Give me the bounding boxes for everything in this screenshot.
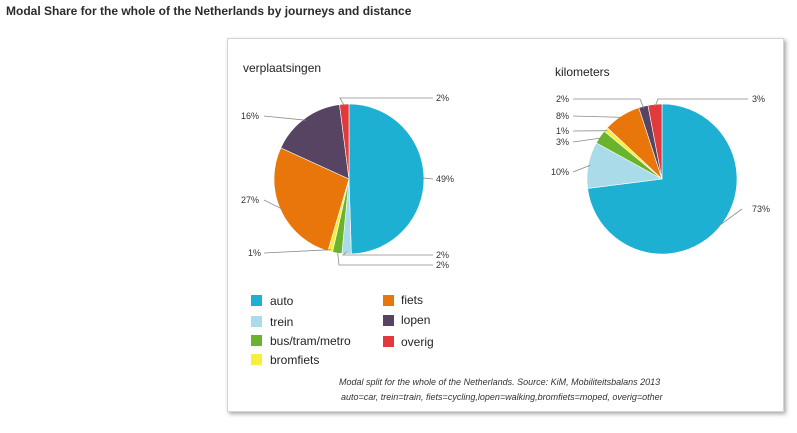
legend-label-fiets: fiets <box>401 293 423 307</box>
pie-kilometers-label-bromfiets: 1% <box>556 126 569 136</box>
pie-kilometers-leaders <box>572 98 748 228</box>
pie-journeys-leaders <box>263 97 434 266</box>
pie-kilometers-leader-overig <box>654 98 748 107</box>
legend-label-lopen: lopen <box>401 313 430 327</box>
pie-kilometers-leader-fiets <box>572 115 623 118</box>
pie-journeys-label-bromfiets: 1% <box>248 248 261 258</box>
pie-journeys-labels: 49%2%2%1%27%16%2% <box>241 93 454 270</box>
pie-kilometers-slice-overig <box>647 103 663 180</box>
pie-journeys-leader-auto <box>421 177 434 180</box>
pie-journeys-label-trein: 2% <box>436 250 449 260</box>
legend: auto trein bus/tram/metro bromfiets fiet… <box>251 293 434 367</box>
legend-swatch-bus-tram-metro <box>251 335 262 346</box>
pie-journeys-label-lopen: 16% <box>241 111 259 121</box>
pie-kilometers-leader-auto <box>716 208 743 228</box>
pie-journeys-label-auto: 49% <box>436 174 454 184</box>
legend-swatch-fiets <box>383 295 394 306</box>
pie-kilometers-label-auto: 73% <box>752 204 770 214</box>
pie-journeys-slice-auto <box>348 103 425 255</box>
pie-kilometers-label-lopen: 2% <box>556 94 569 104</box>
pie-journeys-slice-fiets <box>273 147 350 252</box>
pie-journeys-leader-trein <box>341 251 433 256</box>
pie-journeys-leader-bus-tram-metro <box>337 251 433 266</box>
caption-glossary: auto=car, trein=train, fiets=cycling,lop… <box>341 392 664 402</box>
pie-kilometers-leader-bus-tram-metro <box>572 137 602 143</box>
legend-swatch-overig <box>383 336 394 347</box>
pie-journeys-slices <box>273 103 425 255</box>
pie-journeys-label-fiets: 27% <box>241 195 259 205</box>
legend-label-bromfiets: bromfiets <box>270 353 319 367</box>
pie-journeys-label-overig: 2% <box>436 93 449 103</box>
legend-label-auto: auto <box>270 294 294 308</box>
pie-journeys-leader-lopen <box>263 115 306 121</box>
pie-kilometers-leader-trein <box>572 164 591 173</box>
legend-swatch-auto <box>251 295 262 306</box>
pie-journeys-leader-fiets <box>263 199 283 210</box>
pie-journeys-leader-overig <box>339 97 433 107</box>
pie-kilometers-leader-lopen <box>573 98 645 109</box>
pie-journeys-slice-overig <box>339 103 350 180</box>
pie-kilometers-slices <box>586 103 738 255</box>
pie-kilometers-labels: 73%10%3%1%8%2% 3% <box>551 94 770 214</box>
pie-kilometers-label-bus-tram-metro: 3% <box>556 137 569 147</box>
legend-swatch-bromfiets <box>251 354 262 365</box>
modal-share-figure: verplaatsingen 49%2%2%1%27%16%2% kilomet… <box>241 61 770 402</box>
pie-journeys-slice-lopen <box>280 104 350 180</box>
chart-title-kilometers: kilometers <box>555 65 610 79</box>
caption-source: Modal split for the whole of the Netherl… <box>339 377 660 387</box>
pie-journeys-leader-bromfiets <box>263 249 331 254</box>
pie-journeys-label-bus-tram-metro: 2% <box>436 260 449 270</box>
figure-card: verplaatsingen 49% 2% 2% 1% 27% 16% 2% kilomet… <box>227 38 784 412</box>
legend-swatch-trein <box>251 316 262 327</box>
page-title: Modal Share for the whole of the Netherl… <box>6 4 412 18</box>
pie-kilometers-label-overig: 3% <box>752 94 765 104</box>
pie-chart-kilometers: kilometers 73%10%3%1%8%2% 3% <box>551 65 770 255</box>
legend-label-trein: trein <box>270 315 293 329</box>
pie-kilometers-label-trein: 10% <box>551 167 569 177</box>
legend-label-bus-tram-metro: bus/tram/metro <box>270 334 351 348</box>
legend-label-overig: overig <box>401 335 434 349</box>
legend-swatch-lopen <box>383 315 394 326</box>
pie-kilometers-label-fiets: 8% <box>556 111 569 121</box>
pie-chart-journeys: verplaatsingen 49%2%2%1%27%16%2% <box>241 61 454 270</box>
chart-title-journeys: verplaatsingen <box>243 61 321 75</box>
